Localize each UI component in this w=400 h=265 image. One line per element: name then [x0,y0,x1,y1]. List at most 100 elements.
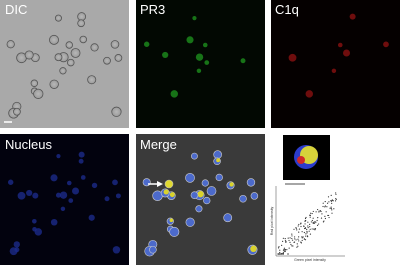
dic-cell [59,67,67,75]
scatter-dot [304,239,307,241]
dic-cell [54,14,62,22]
dic-cell [111,106,122,117]
merge-cell [223,213,233,223]
x-axis-label: Green pixel intensity [294,258,326,262]
scatter-dot [317,208,319,211]
scatter-dot [291,239,294,241]
scatter-dot [310,221,312,223]
pr3-cell [196,68,202,74]
scatter-dot [292,245,294,247]
scatter-dot [302,236,304,238]
scatter-dot [305,216,307,219]
dic-cell [49,79,59,89]
scatter-dot [301,239,303,242]
scatter-dot [303,231,305,234]
nucleus-cell [91,182,98,189]
scatter-dot [282,249,285,251]
scatter-plot: Red pixel intensity Green pixel intensit… [270,186,345,262]
merge-cell-yellow [164,179,174,189]
nucleus-cell [104,196,110,202]
scatter-dot [293,228,295,230]
scatter-dot [305,233,307,235]
scatter-dot [301,231,303,233]
pr3-cell [195,53,204,61]
scatter-dot [314,228,316,230]
scatter-dot [324,206,326,208]
pr3-cell [170,90,178,98]
scatter-dot [308,230,310,232]
scatter-dot [312,210,314,213]
merge-cell [185,217,195,227]
scatter-dot [306,232,308,234]
panel-label: PR3 [140,2,165,17]
dic-cell [6,40,15,49]
nucleus-cell [32,218,37,224]
merge-cell [246,178,256,187]
nucleus-cell [55,192,62,198]
scatter-dot [288,239,290,242]
merge-cell-yellow [197,190,204,198]
scatter-dot [280,253,283,255]
scatter-dot [289,237,291,239]
scatter-dot [320,217,323,219]
dic-cell [77,19,85,28]
c1q-cell [331,68,337,74]
pr3-panel [136,0,265,128]
scatter-dot [314,221,316,223]
scatter-dot [284,238,286,240]
scatter-dot [303,225,305,227]
nucleus-cell [34,228,42,236]
merge-cell [206,186,217,196]
merge-cell [190,191,199,200]
scatter-dot [290,243,292,246]
scatter-dot [291,233,293,235]
merge-cell [169,226,180,237]
nucleus-cell [59,191,68,199]
nucleus-cell [50,174,58,182]
scatter-dot [311,212,313,215]
scatter-dot [314,229,316,231]
scatter-dot [295,227,297,229]
scatter-dot [322,205,324,208]
scatter-dot [335,193,337,195]
scatter-dot [279,249,281,251]
scatter-dot [321,213,323,215]
scatter-dot [310,212,312,214]
scatter-dot [297,238,299,240]
scatter-dot [287,253,289,255]
scatter-dot [317,217,319,219]
scatter-dot [305,235,307,237]
scatter-dot [283,248,285,250]
panel-label: Nucleus [5,137,52,152]
arrow-head [157,181,163,187]
scatter-dot [279,253,281,255]
merge-cell [239,194,247,203]
inset-cell-red [297,156,305,164]
scatter-dot [291,237,293,240]
scatter-dot [281,244,283,246]
nucleus-cell [13,241,20,248]
scatter-dot [309,223,311,226]
merge-cell [191,152,198,160]
scatter-dot [311,219,313,222]
scatter-dot [277,253,279,255]
scatter-dot [295,239,297,241]
nucleus-cell [88,214,95,221]
scatter-dot [327,214,329,217]
c1q-cell [305,90,313,98]
pr3-cell [143,41,150,47]
dic-cell [77,12,87,21]
scatter-dot [318,211,320,213]
scatter-dot [324,200,326,203]
scatter-dot [318,223,320,225]
y-axis-label: Red pixel intensity [270,207,274,236]
scatter-dot [327,196,330,198]
nucleus-cell [78,151,85,158]
scatter-dot [311,228,313,230]
scatter-dot [335,198,337,200]
scatter-dot [329,207,331,209]
scatter-dot [330,207,332,210]
scatter-dot [326,202,329,204]
scatter-dot [303,227,306,230]
scatter-dot [332,200,334,202]
